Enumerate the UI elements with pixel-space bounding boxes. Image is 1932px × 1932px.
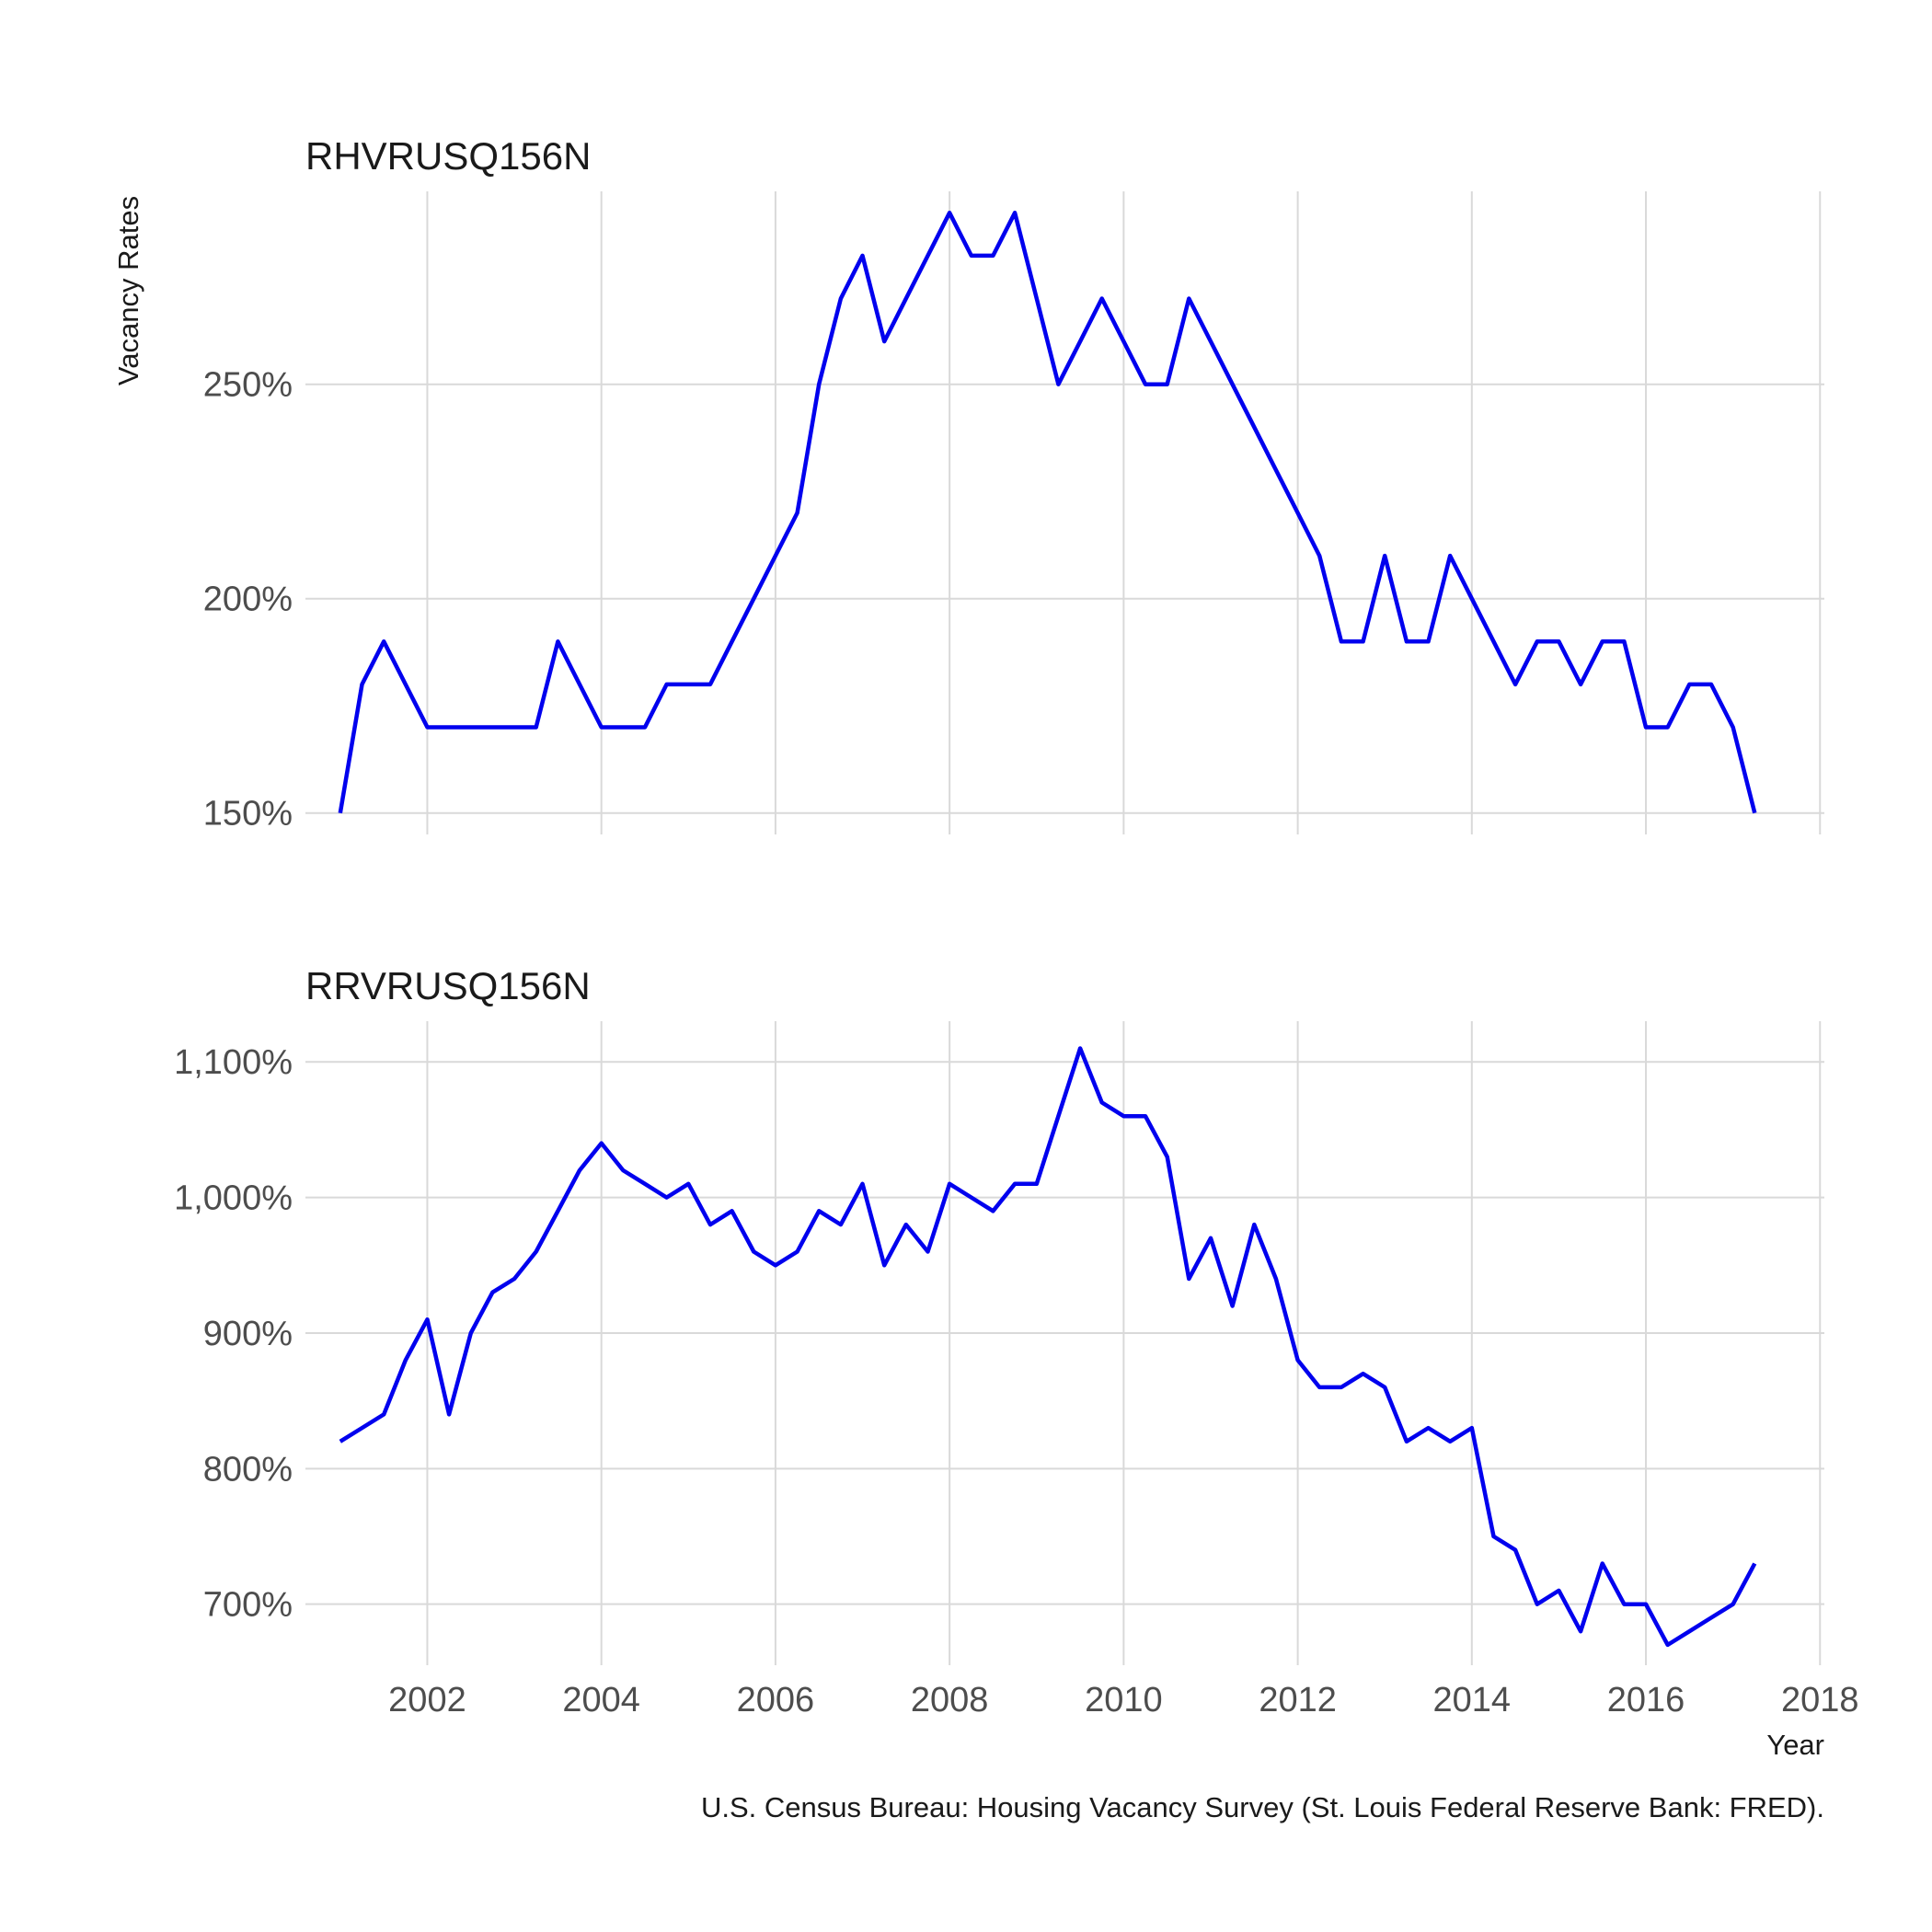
y-tick-label: 200% (203, 581, 293, 619)
y-tick-label: 800% (203, 1450, 293, 1489)
x-tick-label: 2012 (1259, 1681, 1337, 1719)
x-axis-title: Year (1766, 1729, 1824, 1761)
series-line (338, 211, 1757, 814)
y-tick-label: 1,100% (174, 1043, 293, 1082)
panel-2-y-ticks: 700% 800% 900% 1,000% 1,100% (174, 1043, 293, 1624)
panel-1-title: RHVRUSQ156N (305, 134, 591, 178)
y-tick-label: 250% (203, 366, 293, 405)
panel-2-grid (305, 1021, 1824, 1665)
panel-1-marks (338, 211, 1757, 814)
panel-rrvrusq156n: 700% 800% 900% 1,000% 1,100% RRVRUSQ156N (174, 964, 1824, 1665)
panel-rhvrusq156n: 150% 200% 250% RHVRUSQ156N (203, 134, 1824, 834)
series-line (339, 1046, 1757, 1648)
x-tick-label: 2018 (1781, 1681, 1859, 1719)
panel-1-y-ticks: 150% 200% 250% (203, 366, 293, 834)
x-tick-label: 2004 (562, 1681, 640, 1719)
y-axis-title: Vacancy Rates (112, 196, 144, 385)
x-tick-label: 2006 (737, 1681, 815, 1719)
x-tick-label: 2002 (388, 1681, 466, 1719)
panel-2-title: RRVRUSQ156N (305, 964, 591, 1007)
y-tick-label: 900% (203, 1315, 293, 1353)
x-tick-label: 2016 (1607, 1681, 1685, 1719)
panel-1-grid (305, 191, 1824, 834)
y-tick-label: 1,000% (174, 1179, 293, 1218)
source-caption: U.S. Census Bureau: Housing Vacancy Surv… (701, 1791, 1824, 1823)
x-tick-label: 2014 (1433, 1681, 1512, 1719)
x-tick-label: 2008 (911, 1681, 989, 1719)
y-tick-label: 700% (203, 1586, 293, 1625)
x-tick-label: 2010 (1085, 1681, 1163, 1719)
y-tick-label: 150% (203, 795, 293, 834)
panel-2-marks (339, 1046, 1757, 1648)
x-axis-ticks: 2002 2004 2006 2008 2010 2012 2014 2016 2018 (388, 1681, 1858, 1719)
